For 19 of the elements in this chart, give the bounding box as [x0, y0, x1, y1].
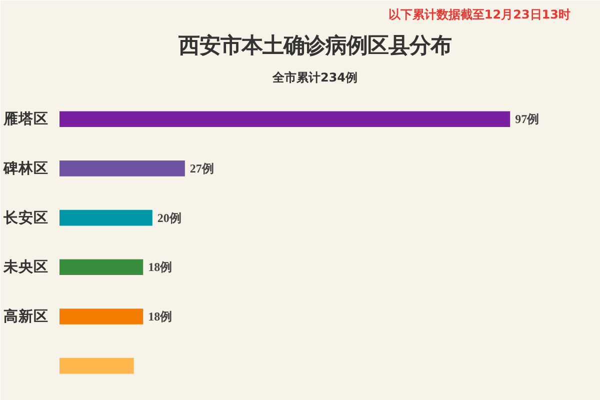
data-label: 27例	[190, 161, 214, 176]
chart-title: 西安市本土确诊病例区县分布	[178, 34, 452, 58]
data-label: 18例	[148, 260, 172, 274]
bar	[60, 160, 185, 176]
data-label: 18例	[148, 309, 172, 324]
bar	[60, 308, 144, 324]
y-tick-label: 碑林区	[2, 160, 48, 177]
y-tick-label: 未央区	[2, 258, 48, 276]
y-tick-label: 雁塔区	[2, 110, 48, 128]
y-tick-label: 长安区	[2, 208, 48, 226]
bar	[60, 259, 144, 276]
y-tick-label: 高新区	[4, 306, 48, 325]
chart-subtitle: 全市累计234例	[271, 70, 358, 84]
data-label: 20例	[157, 210, 182, 225]
data-label: 97例	[515, 112, 540, 126]
bar	[60, 111, 510, 127]
text: 以下累计数据截至12月23日13时	[388, 8, 571, 22]
bar	[60, 210, 152, 226]
bar	[60, 358, 134, 374]
